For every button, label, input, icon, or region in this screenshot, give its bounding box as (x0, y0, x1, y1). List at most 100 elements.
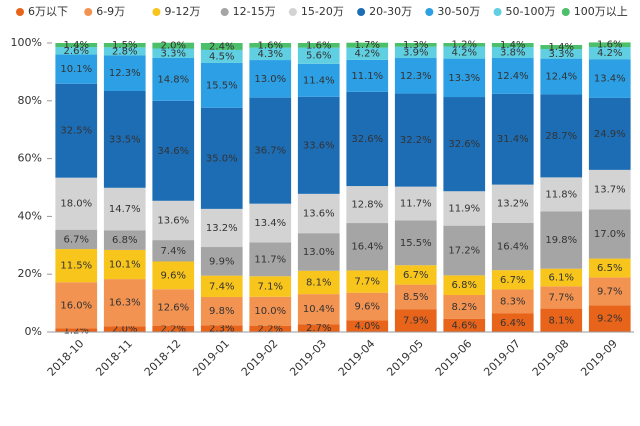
bar-segment (297, 47, 340, 64)
bar-segment (200, 208, 243, 248)
bar-segment (540, 58, 583, 95)
bar-segment (103, 55, 146, 91)
value-label: 1.5% (112, 40, 137, 51)
bar-segment (152, 325, 195, 332)
value-label: 14.8% (157, 74, 189, 85)
bar-segment (55, 83, 98, 178)
bar-segment (103, 47, 146, 56)
bar-segment (540, 94, 583, 178)
value-label: 13.2% (206, 223, 238, 234)
bar-segment (443, 46, 486, 59)
value-label: 10.4% (303, 304, 335, 315)
value-label: 9.2% (597, 314, 622, 325)
value-label: 12.4% (545, 72, 577, 83)
bar-segment (152, 240, 195, 262)
bar-segment (491, 43, 534, 48)
value-label: 6.8% (452, 280, 477, 291)
legend-marker (357, 8, 366, 16)
bar-segment (297, 43, 340, 48)
x-tick-label: 2019-09 (578, 337, 620, 379)
bar-segment (491, 93, 534, 185)
bar-segment (443, 191, 486, 226)
bar-segment (394, 220, 437, 266)
bar-segment (152, 289, 195, 326)
legend-marker (493, 8, 502, 16)
value-label: 4.2% (597, 48, 622, 59)
value-label: 7.7% (549, 292, 574, 303)
x-tick-label: 2019-01 (190, 337, 232, 379)
value-label: 19.8% (545, 235, 577, 246)
x-tick-label: 2019-02 (239, 337, 281, 379)
value-label: 7.1% (258, 281, 283, 292)
y-tick-label: 60% (18, 152, 42, 165)
bar-segment (346, 47, 389, 60)
bar-segment (540, 268, 583, 287)
x-tick-label: 2019-06 (433, 337, 475, 379)
value-label: 2.0% (161, 41, 186, 52)
legend-label: 100万以上 (574, 5, 628, 18)
bar-segment (55, 54, 98, 84)
bar-segment (346, 186, 389, 224)
bar-segment (152, 200, 195, 241)
value-label: 11.1% (351, 71, 383, 82)
value-label: 8.1% (549, 315, 574, 326)
bar-segment (297, 294, 340, 325)
value-label: 4.3% (258, 49, 283, 60)
value-label: 16.4% (497, 241, 529, 252)
value-label: 1.4% (64, 40, 89, 51)
bar-segment (152, 48, 195, 59)
value-label: 13.2% (497, 199, 529, 210)
value-label: 12.6% (157, 302, 189, 313)
bar-segment (540, 49, 583, 59)
bar-segment (394, 43, 437, 47)
bar-segment (346, 223, 389, 271)
value-label: 6.5% (597, 263, 622, 274)
value-label: 11.9% (448, 203, 480, 214)
value-label: 2.7% (306, 323, 331, 334)
bar-segment (540, 45, 583, 50)
bar-segment (200, 107, 243, 209)
value-label: 13.4% (254, 218, 286, 229)
bar-segment (588, 59, 631, 98)
bar-segment (346, 270, 389, 293)
value-label: 1.3% (403, 40, 428, 51)
value-label: 3.9% (403, 47, 428, 58)
value-label: 17.0% (594, 229, 626, 240)
value-label: 17.2% (448, 246, 480, 257)
value-label: 1.2% (64, 325, 89, 336)
value-label: 31.4% (497, 134, 529, 145)
legend-label: 6-9万 (96, 5, 125, 18)
value-label: 13.6% (157, 215, 189, 226)
value-label: 13.7% (594, 185, 626, 196)
bar-segment (152, 100, 195, 201)
value-label: 13.6% (303, 209, 335, 220)
value-label: 7.4% (161, 246, 186, 257)
bar-segment (346, 59, 389, 92)
value-label: 7.7% (355, 277, 380, 288)
bar-segment (394, 186, 437, 221)
y-tick-label: 20% (18, 267, 42, 280)
value-label: 3.3% (549, 49, 574, 60)
bar-segment (152, 58, 195, 101)
value-label: 32.6% (448, 139, 480, 150)
bar-segment (443, 97, 486, 192)
value-label: 1.2% (452, 40, 477, 51)
value-label: 33.6% (303, 140, 335, 151)
value-label: 13.4% (594, 74, 626, 85)
value-label: 7.9% (403, 316, 428, 327)
bar-segment (491, 289, 534, 314)
legend-marker (152, 8, 161, 16)
bar-segment (103, 249, 146, 280)
bar-segment (491, 313, 534, 332)
bar-segment (443, 58, 486, 98)
bar-segment (103, 187, 146, 231)
value-label: 4.2% (355, 49, 380, 60)
bar-segment (443, 43, 486, 47)
bar-segment (588, 47, 631, 60)
value-label: 16.0% (60, 300, 92, 311)
value-label: 9.9% (209, 256, 234, 267)
value-label: 1.6% (306, 40, 331, 51)
x-tick-label: 2019-08 (530, 337, 572, 379)
value-label: 11.8% (545, 189, 577, 200)
